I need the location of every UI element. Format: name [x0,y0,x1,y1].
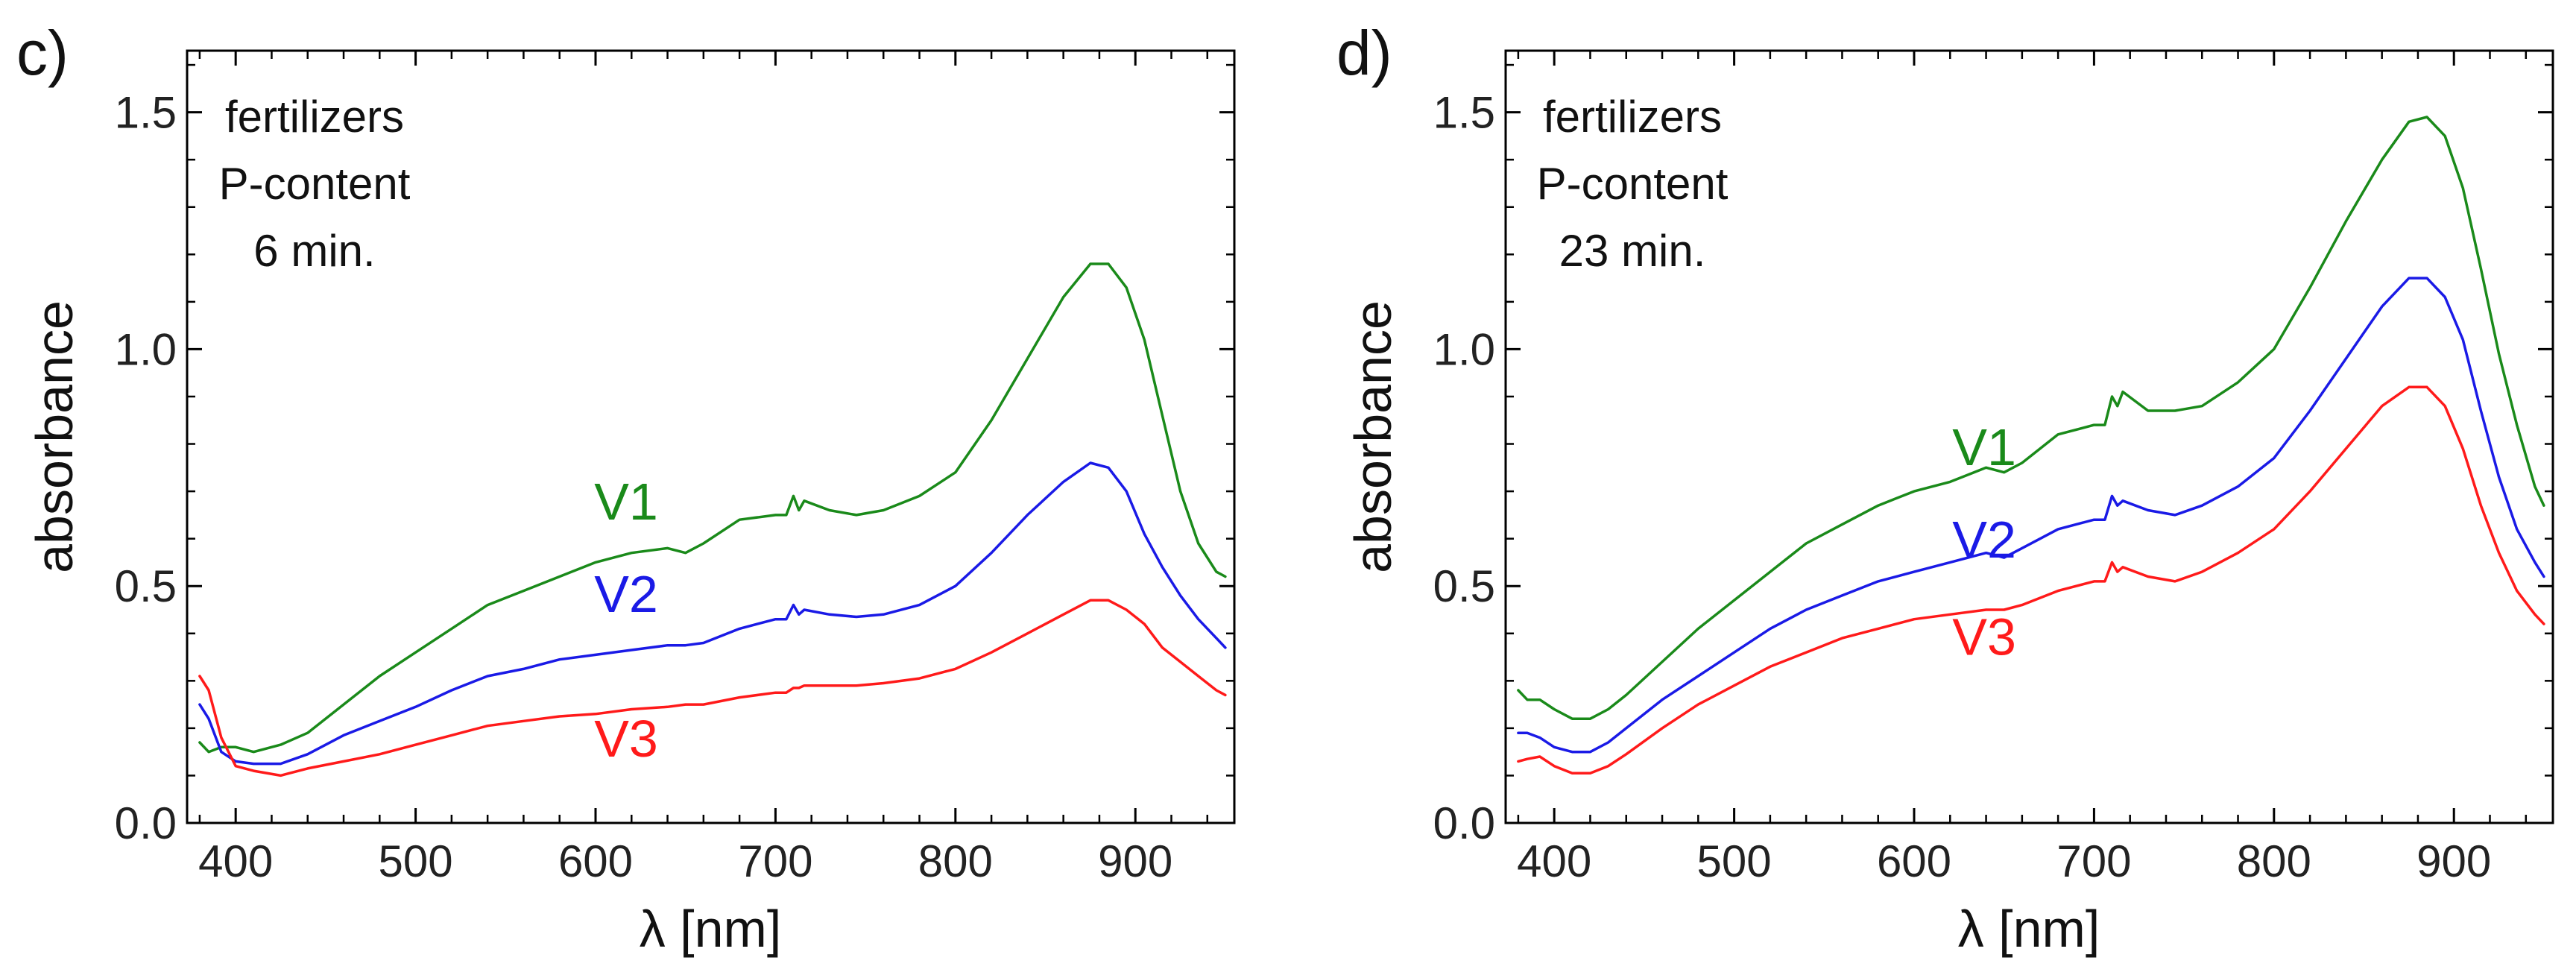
tick-marks [1506,51,2553,824]
x-tick-label: 700 [738,836,812,886]
annotation-line-3: 23 min. [1559,226,1706,276]
annotation-line-2: P-content [219,159,411,209]
x-tick-label: 600 [1877,836,1951,886]
series-label-v3: V3 [594,710,658,768]
x-tick-label: 700 [2056,836,2131,886]
panel-letter: d) [1336,18,1392,88]
x-tick-label: 800 [918,836,993,886]
y-tick-label: 0.5 [1433,561,1495,611]
series-line-v2 [1517,277,2545,754]
x-tick-label: 800 [2237,836,2311,886]
series-line-v3 [1517,385,2545,775]
series-labels: V1 V2 V3 [1952,418,2016,666]
y-tick-label: 1.5 [1433,88,1495,138]
x-tick-label: 500 [1697,836,1772,886]
series-label-v2: V2 [1952,511,2016,569]
series-lines [1517,116,2545,775]
y-axis-label: absorbance [1344,300,1402,573]
x-tick-label: 500 [379,836,453,886]
series-label-v3: V3 [1952,608,2016,666]
x-tick-label: 600 [558,836,633,886]
plot-frame [1504,49,2554,824]
series-line-v2 [198,461,1227,766]
annotation-line-1: fertilizers [225,92,404,142]
x-tick-label: 900 [2416,836,2491,886]
series-label-v1: V1 [1952,418,2016,476]
x-tick-label: 400 [1517,836,1591,886]
series-labels: V1 V2 V3 [594,473,658,768]
y-tick-label: 0.5 [115,561,177,611]
x-tick-label: 900 [1098,836,1172,886]
tick-marks [187,51,1234,824]
series-line-v1 [198,262,1227,754]
annotation-line-3: 6 min. [253,226,375,276]
series-lines [198,262,1227,777]
y-tick-label: 1.5 [115,88,177,138]
series-line-v3 [198,599,1227,777]
series-label-v1: V1 [594,473,658,531]
annotation-line-1: fertilizers [1543,92,1722,142]
y-tick-label: 0.0 [1433,798,1495,848]
series-line-v1 [1517,116,2545,720]
plot-frame [186,49,1236,824]
y-tick-label: 1.0 [115,324,177,374]
annotation-line-2: P-content [1537,159,1729,209]
y-tick-label: 0.0 [115,798,177,848]
tick-labels: 400 500 600 700 800 900 0.0 0.5 1.0 1.5 [115,88,1173,886]
tick-labels: 400 500 600 700 800 900 0.0 0.5 1.0 1.5 [1433,88,2492,886]
panel-d: d) 400 500 600 700 800 900 0.0 0.5 1.0 1.5 V1 V2 V3… [1336,18,2554,958]
y-tick-label: 1.0 [1433,324,1495,374]
x-axis-label: λ [nm] [1958,900,2100,958]
y-axis-label: absorbance [25,300,83,573]
panel-letter: c) [16,18,69,88]
panel-c: c) 400 500 600 700 800 900 0.0 0.5 1.0 1.5 V1 V2 V3… [16,18,1236,958]
series-label-v2: V2 [594,565,658,623]
x-axis-label: λ [nm] [640,900,782,958]
x-tick-label: 400 [198,836,273,886]
